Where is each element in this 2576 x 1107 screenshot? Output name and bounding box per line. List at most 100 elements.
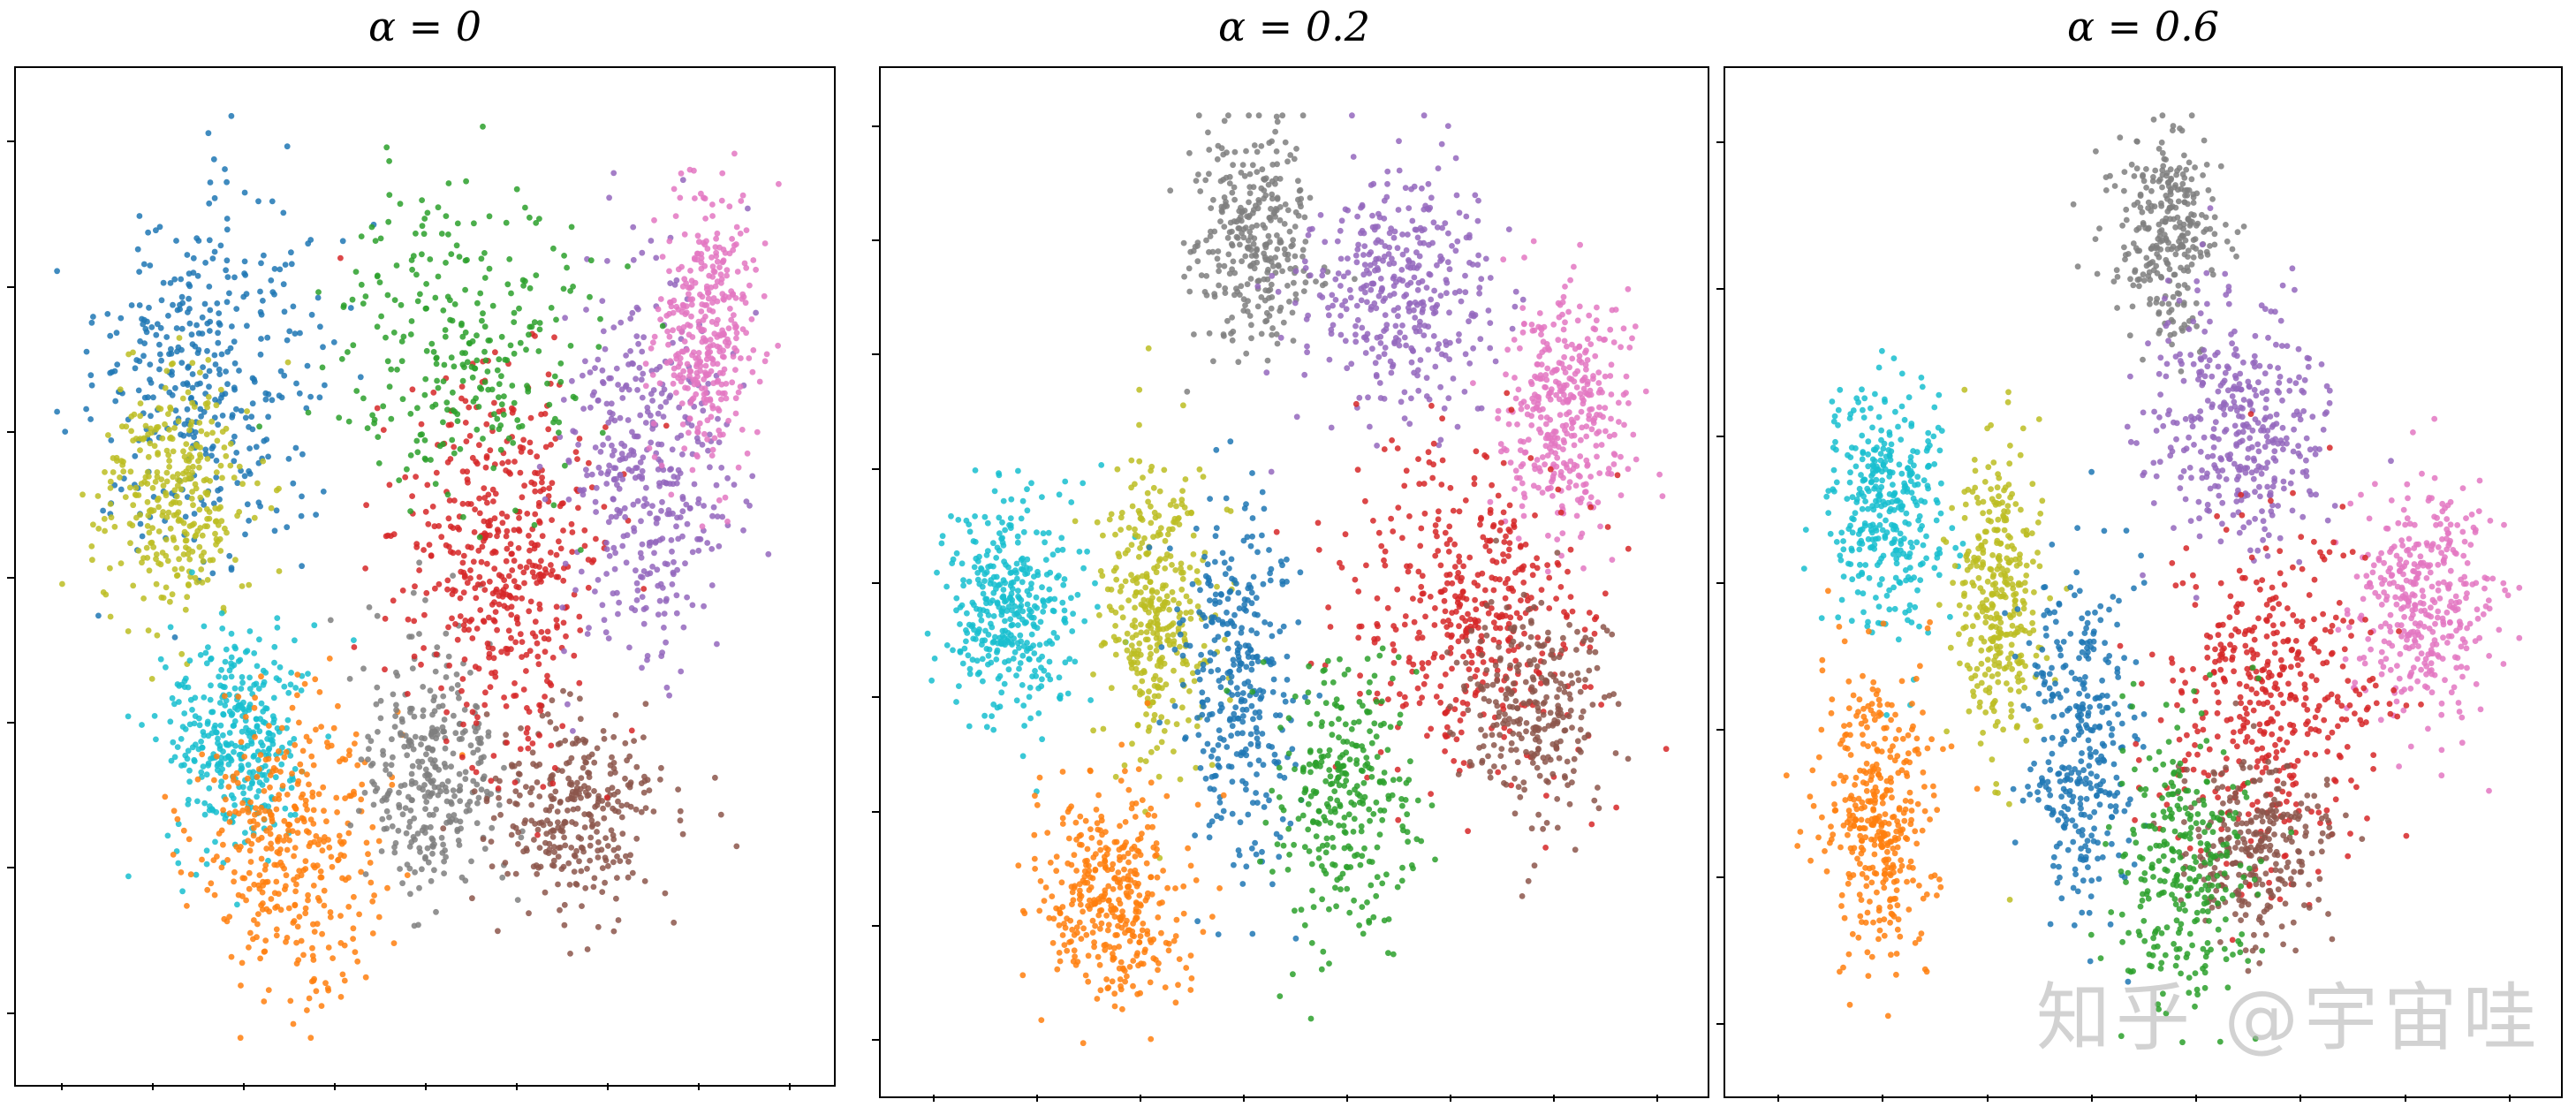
scatter-point [1535, 397, 1542, 404]
scatter-point [292, 741, 299, 748]
scatter-point [433, 651, 440, 657]
scatter-point [692, 195, 698, 201]
scatter-point [507, 471, 513, 477]
scatter-point [369, 761, 376, 767]
scatter-point [287, 812, 294, 818]
scatter-point [1228, 240, 1235, 247]
scatter-point [1186, 265, 1193, 272]
scatter-point [686, 322, 693, 330]
scatter-point [534, 779, 541, 785]
scatter-point [705, 381, 712, 387]
scatter-point [1401, 334, 1408, 341]
scatter-point [147, 440, 154, 447]
scatter-point [448, 800, 455, 808]
scatter-point [987, 563, 994, 569]
scatter-point [521, 580, 527, 587]
scatter-point [639, 348, 646, 355]
scatter-point [689, 352, 695, 359]
scatter-point [383, 767, 389, 773]
scatter-point [553, 603, 560, 610]
scatter-point [410, 589, 417, 596]
scatter-point [655, 306, 662, 313]
scatter-point [95, 612, 102, 619]
scatter-point [548, 742, 555, 749]
scatter-point [442, 327, 449, 333]
scatter-point [1301, 214, 1308, 221]
scatter-point [175, 860, 182, 867]
scatter-point [1345, 269, 1352, 276]
scatter-point [993, 656, 1000, 663]
scatter-point [1556, 314, 1563, 321]
scatter-point [485, 644, 492, 651]
scatter-point [1436, 442, 1443, 449]
scatter-point [259, 742, 266, 749]
scatter-point [105, 432, 111, 438]
scatter-point [1561, 337, 1568, 345]
scatter-point [352, 731, 360, 738]
scatter-point [523, 784, 529, 790]
scatter-point [1495, 407, 1502, 414]
scatter-point [303, 733, 310, 740]
scatter-point [125, 713, 132, 720]
scatter-point [1248, 224, 1255, 231]
scatter-point [1295, 212, 1302, 219]
scatter-point [1375, 292, 1383, 299]
scatter-point [738, 355, 744, 361]
scatter-point [167, 404, 174, 411]
scatter-point [459, 377, 466, 384]
scatter-point [454, 418, 461, 424]
scatter-point [1249, 162, 1256, 169]
scatter-point [202, 451, 209, 458]
scatter-point [1354, 246, 1361, 253]
scatter-point [593, 484, 600, 491]
scatter-point [1261, 187, 1268, 194]
scatter-point [674, 566, 680, 573]
scatter-point [189, 549, 196, 555]
scatter-point [1537, 413, 1544, 421]
scatter-point [532, 333, 538, 339]
scatter-point [688, 313, 694, 320]
scatter-point [166, 427, 172, 433]
scatter-point [1387, 358, 1394, 365]
scatter-point [531, 545, 538, 552]
scatter-point [1382, 345, 1389, 351]
scatter-point [383, 825, 390, 832]
scatter-point [1455, 337, 1462, 345]
scatter-point [552, 788, 559, 795]
scatter-point [215, 421, 222, 428]
scatter-point [683, 501, 690, 508]
scatter-point [697, 292, 703, 298]
scatter-point [1340, 273, 1347, 280]
scatter-point [1216, 262, 1223, 269]
scatter-point [488, 777, 495, 785]
scatter-point [608, 375, 614, 382]
scatter-point [688, 422, 695, 428]
scatter-point [756, 378, 763, 385]
scatter-point [568, 224, 575, 231]
scatter-point [224, 257, 231, 264]
scatter-point [1269, 331, 1275, 338]
scatter-point [1287, 265, 1294, 272]
scatter-point [221, 915, 228, 922]
scatter-point [1050, 630, 1057, 636]
scatter-point [508, 595, 515, 601]
scatter-point [226, 552, 233, 559]
scatter-point [1435, 165, 1442, 171]
scatter-point [1222, 285, 1229, 292]
scatter-point [512, 595, 519, 602]
scatter-point [479, 317, 485, 324]
scatter-point [497, 422, 504, 428]
scatter-point [990, 540, 996, 547]
scatter-point [1295, 178, 1301, 185]
scatter-point [1570, 466, 1577, 473]
scatter-point [211, 352, 218, 359]
scatter-point [242, 714, 249, 720]
scatter-point [262, 762, 269, 770]
scatter-point [181, 421, 188, 428]
scatter-point [1382, 312, 1389, 318]
scatter-point [1421, 112, 1428, 119]
scatter-point [1454, 423, 1461, 430]
scatter-point [533, 272, 540, 278]
scatter-point [996, 703, 1004, 710]
scatter-point [265, 857, 271, 864]
